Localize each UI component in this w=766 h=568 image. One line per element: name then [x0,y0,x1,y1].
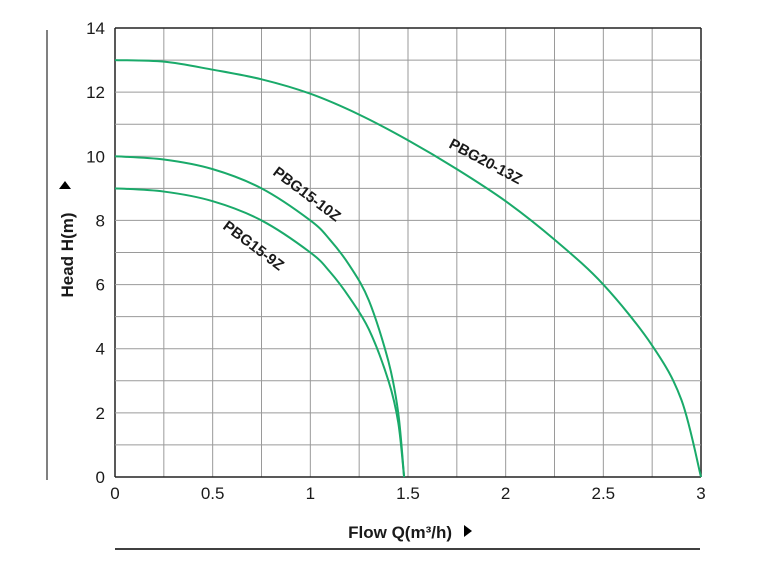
series-line [114,59,702,478]
y-axis-title: Head H(m) [58,212,77,297]
tick-labels: 0 0.5 1 1.5 2 2.5 3 0 2 4 6 8 10 12 14 [86,19,706,503]
series-line [114,187,406,478]
y-axis-title-group: Head H(m) [58,181,77,298]
x-tick-label: 1 [306,484,315,503]
series-label: PBG15-10Z [270,164,344,226]
x-tick-label: 1.5 [396,484,420,503]
y-tick-label: 0 [96,468,105,487]
x-tick-label: 2 [501,484,510,503]
y-tick-label: 6 [96,276,105,295]
grid [114,27,702,478]
series-label: PBG15-9Z [220,218,287,275]
x-axis-arrow-icon [464,525,472,537]
x-axis-title: Flow Q(m³/h) [348,523,452,542]
x-tick-label: 0.5 [201,484,225,503]
x-tick-label: 0 [110,484,119,503]
y-tick-label: 10 [86,147,105,166]
y-tick-label: 2 [96,404,105,423]
series-line [114,155,406,478]
y-tick-label: 14 [86,19,105,38]
x-tick-label: 2.5 [592,484,616,503]
series-label: PBG20-13Z [446,136,525,189]
x-tick-label: 3 [696,484,705,503]
y-tick-label: 4 [96,340,105,359]
y-tick-label: 8 [96,211,105,230]
y-axis-arrow-icon [59,181,71,189]
y-tick-label: 12 [86,83,105,102]
x-axis-title-group: Flow Q(m³/h) [348,523,472,542]
curves [114,59,702,478]
